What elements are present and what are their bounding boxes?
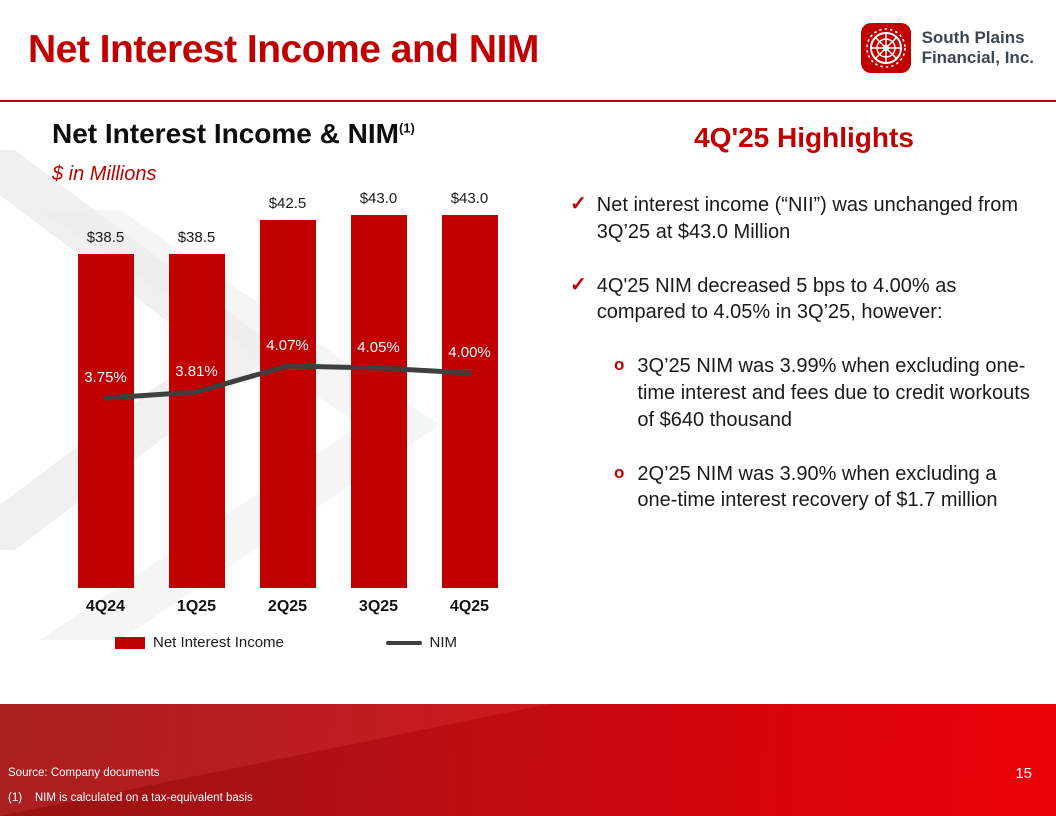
highlight-sub-bullet: o 2Q’25 NIM was 3.90% when excluding a on… [614,461,1034,515]
page-number: 15 [1015,765,1032,782]
nim-value-label: 3.81% [175,363,218,380]
bullet-text: Net interest income (“NII”) was unchange… [596,194,1019,243]
bullet-text: 3Q’25 NIM was 3.99% when excluding one-t… [637,355,1030,431]
chart-heading: Net Interest Income & NIM(1) [52,118,532,150]
page-title: Net Interest Income and NIM [28,28,539,71]
nii-nim-chart: $38.5 3.75% $38.5 3.81% $42.5 4.07% $43.0 4.05%… [60,190,515,651]
x-axis-label: 1Q25 [176,598,217,615]
x-axis-label: 4Q24 [85,598,126,615]
chart-heading-footnote-ref: (1) [398,120,415,136]
highlight-bullet: ✓ Net interest income (“NII”) was unchang… [570,192,1038,246]
highlights-heading: 4Q'25 Highlights [694,122,914,153]
logo-text-line1: South Plains [921,28,1025,48]
logo-text: South Plains Financial, Inc. [922,28,1034,67]
highlight-sub-bullet: o 3Q’25 NIM was 3.99% when excluding one-… [614,353,1034,433]
logo-icon [860,23,911,73]
chart-legend: Net Interest Income NIM [60,634,515,651]
x-axis-label: 4Q25 [449,598,490,615]
legend-item-nii: Net Interest Income [115,634,284,651]
highlight-bullet: ✓ 4Q'25 NIM decreased 5 bps to 4.00% as c… [570,273,1038,327]
bar-value-label: $43.0 [359,190,398,208]
legend-item-nim: NIM [385,634,458,651]
header-divider [0,100,1056,102]
source-note: Source: Company documents [8,767,160,779]
slide-footer: Source: Company documents (1) NIM is cal… [0,704,1056,816]
chart-plot-area: $38.5 3.75% $38.5 3.81% $42.5 4.07% $43.0 4.05%… [60,190,515,588]
bar-value-label: $38.5 [177,229,216,247]
bar-1Q25 [168,254,225,588]
logo-text-line2: Financial, Inc. [921,48,1034,67]
check-icon: ✓ [570,193,587,215]
bar-value-label: $43.0 [450,190,489,208]
bar-value-label: $38.5 [86,229,125,247]
check-icon: ✓ [570,273,587,296]
bullet-text: 2Q’25 NIM was 3.90% when excluding a one… [637,462,998,512]
legend-label-nii: Net Interest Income [153,634,284,651]
chart-subtitle: $ in Millions [52,163,157,185]
x-axis-label: 2Q25 [267,598,308,615]
chart-heading-text: Net Interest Income & NIM [52,118,399,149]
bar-swatch-icon [115,636,145,649]
bar-4Q25 [441,215,498,588]
bar-4Q24 [77,254,134,588]
nim-value-label: 4.07% [266,337,309,354]
legend-label-nim: NIM [429,634,458,651]
bullet-text: 4Q'25 NIM decreased 5 bps to 4.00% as co… [596,274,957,324]
company-logo: South Plains Financial, Inc. [860,22,1034,74]
highlights-section: 4Q'25 Highlights ✓ Net interest income (“… [570,122,1038,541]
x-axis-label: 3Q25 [358,598,399,615]
chart-section: Net Interest Income & NIM(1) $ in Millio… [52,118,532,651]
nim-value-label: 4.05% [357,339,400,356]
bar-2Q25 [259,219,316,588]
nim-value-label: 4.00% [448,344,491,361]
bar-value-label: $42.5 [268,194,307,212]
footnote: (1) NIM is calculated on a tax-equivalen… [8,792,253,804]
circle-bullet-icon: o [614,462,625,482]
footer-notes: Source: Company documents (1) NIM is cal… [8,767,253,804]
highlights-list: ✓ Net interest income (“NII”) was unchang… [570,192,1038,514]
line-swatch-icon [385,640,422,645]
x-axis: 4Q24 1Q25 2Q25 3Q25 4Q25 [60,598,515,616]
slide-header: Net Interest Income and NIM South Plains… [0,0,1056,100]
bar-3Q25 [350,215,407,588]
circle-bullet-icon: o [614,355,625,375]
nim-value-label: 3.75% [84,369,127,386]
